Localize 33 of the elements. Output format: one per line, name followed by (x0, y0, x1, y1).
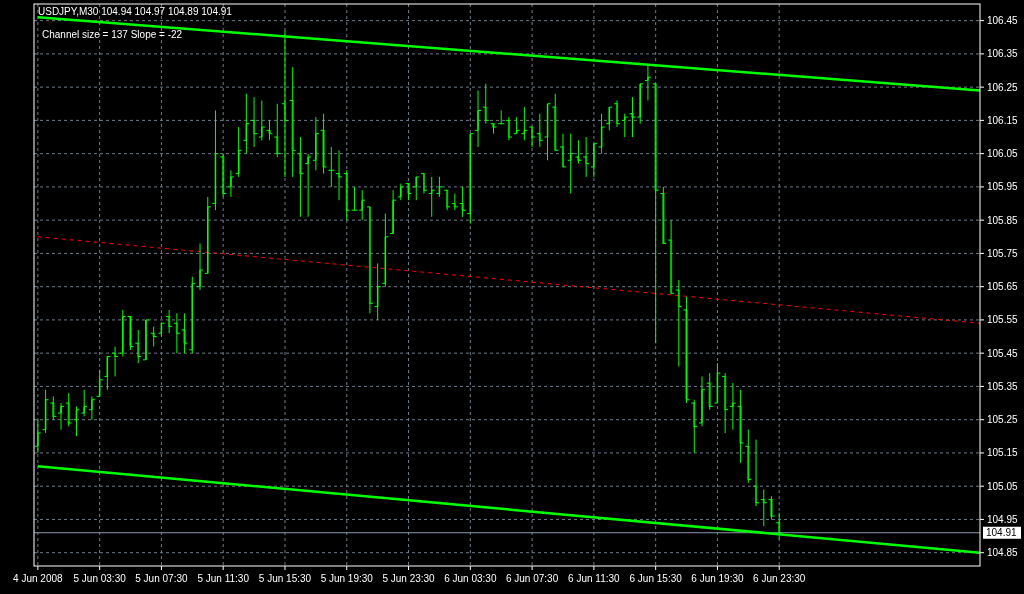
x-tick-label: 6 Jun 23:30 (753, 573, 806, 584)
text: Channel size = 137 Slope = -22 (42, 29, 183, 40)
y-tick-label: 105.05 (987, 480, 1019, 492)
x-tick-label: 5 Jun 11:30 (197, 573, 250, 584)
y-tick-label: 105.65 (987, 281, 1019, 293)
x-tick-label: 6 Jun 11:30 (568, 573, 621, 584)
x-tick-label: 5 Jun 07:30 (135, 573, 188, 584)
y-tick-label: 105.15 (987, 447, 1019, 459)
x-tick-label: 6 Jun 07:30 (505, 573, 559, 584)
y-tick-label: 106.45 (987, 15, 1019, 27)
y-tick-label: 104.95 (987, 513, 1019, 525)
y-tick-label: 105.85 (987, 214, 1019, 226)
y-tick-label: 106.25 (987, 81, 1019, 93)
ref-line-label: 104.91 (986, 527, 1018, 539)
x-tick-label: 6 Jun 19:30 (691, 573, 745, 584)
x-tick-label: 5 Jun 03:30 (73, 573, 127, 584)
chart-title: USDJPY,M30 104.94 104.97 104.89 104.91 (38, 6, 233, 17)
y-tick-label: 105.75 (987, 247, 1019, 259)
y-tick-label: 106.05 (987, 148, 1019, 160)
x-tick-label: 5 Jun 19:30 (320, 573, 374, 584)
x-tick-label: 5 Jun 15:30 (258, 573, 312, 584)
x-tick-label: 6 Jun 03:30 (444, 573, 497, 584)
y-tick-label: 105.25 (987, 414, 1019, 426)
y-tick-label: 106.15 (987, 114, 1019, 126)
y-tick-label: 106.35 (987, 48, 1019, 60)
x-tick-label: 4 Jun 2008 (13, 573, 64, 584)
y-tick-label: 105.35 (987, 380, 1019, 392)
y-tick-label: 104.85 (987, 547, 1019, 559)
x-tick-label: 6 Jun 15:30 (629, 573, 683, 584)
x-tick-label: 5 Jun 23:30 (382, 573, 436, 584)
y-tick-label: 105.95 (987, 181, 1019, 193)
y-tick-label: 105.55 (987, 314, 1019, 326)
y-tick-label: 105.45 (987, 347, 1019, 359)
